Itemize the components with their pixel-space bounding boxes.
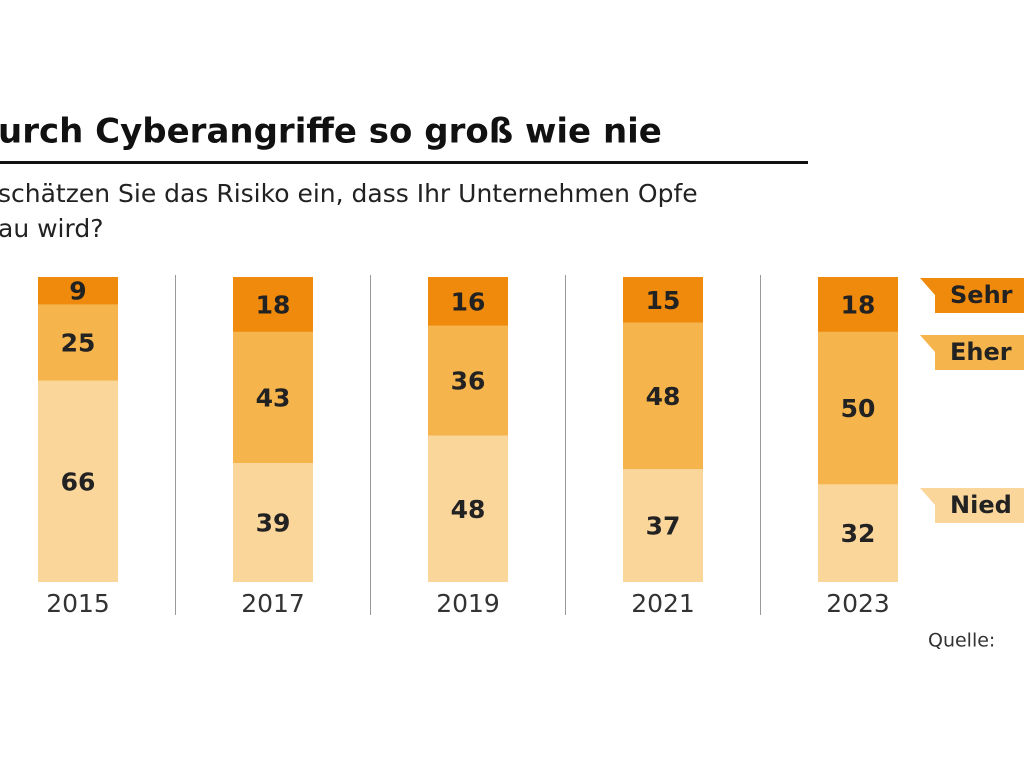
chart-title: urch Cyberangriffe so groß wie nie <box>0 112 662 152</box>
bar-segment <box>233 463 313 582</box>
subtitle: au wird? <box>0 214 103 243</box>
value-label: 32 <box>841 519 876 548</box>
bar-segment <box>623 469 703 582</box>
bar-segment <box>623 322 703 470</box>
x-tick-label: 2021 <box>631 589 695 618</box>
bar-segment <box>233 331 313 464</box>
value-label: 18 <box>841 290 876 319</box>
title-underline <box>0 161 808 164</box>
value-label: 39 <box>256 509 291 538</box>
legend-marker <box>920 278 1024 313</box>
value-label: 16 <box>451 287 486 316</box>
x-tick-label: 2019 <box>436 589 500 618</box>
bar-segment <box>428 277 508 326</box>
bar-segment <box>428 325 508 436</box>
value-label: 25 <box>61 329 96 358</box>
bar-segment <box>38 304 118 381</box>
value-label: 66 <box>61 467 96 496</box>
legend-marker <box>920 335 1024 370</box>
value-label: 37 <box>646 512 681 541</box>
value-label: 48 <box>451 495 486 524</box>
value-label: 50 <box>841 394 876 423</box>
value-label: 9 <box>69 277 86 306</box>
value-label: 43 <box>256 383 291 412</box>
value-label: 36 <box>451 367 486 396</box>
x-tick-label: 2023 <box>826 589 890 618</box>
value-label: 48 <box>646 382 681 411</box>
legend-label: Eher <box>950 338 1012 366</box>
bar-segment <box>428 435 508 582</box>
bar-segment <box>623 277 703 323</box>
bar-segment <box>818 277 898 332</box>
source: Quelle: <box>928 630 995 652</box>
bar-segment <box>818 484 898 582</box>
legend-label: Sehr <box>950 281 1013 309</box>
legend-marker <box>920 488 1024 523</box>
legend-label: Nied <box>950 491 1012 519</box>
bar-segment <box>233 277 313 332</box>
x-tick-label: 2017 <box>241 589 305 618</box>
bar-segment <box>38 277 118 305</box>
bar-segment <box>38 380 118 582</box>
value-label: 18 <box>256 290 291 319</box>
subtitle: schätzen Sie das Risiko ein, dass Ihr Un… <box>0 179 698 208</box>
x-tick-label: 2015 <box>46 589 110 618</box>
value-label: 15 <box>646 286 681 315</box>
bar-segment <box>818 331 898 485</box>
